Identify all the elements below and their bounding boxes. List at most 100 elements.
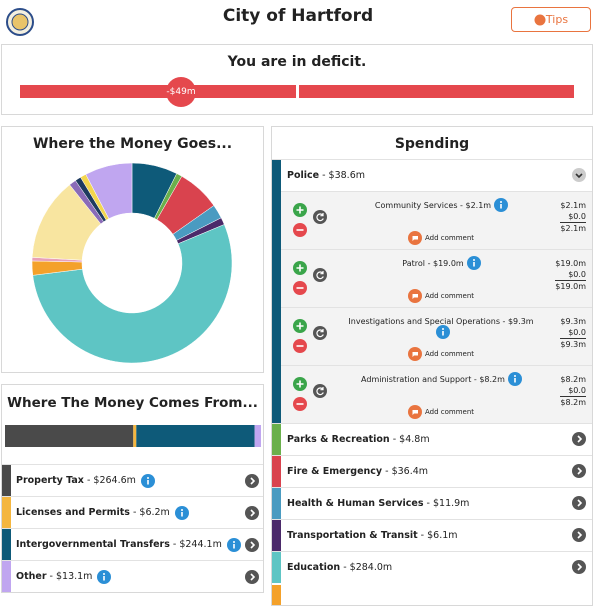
item-value: $0.0	[560, 385, 586, 397]
revenue-segment	[136, 425, 255, 447]
money-goes-title: Where the Money Goes...	[32, 136, 233, 152]
color-stripe	[2, 529, 11, 560]
info-slot	[433, 325, 450, 339]
icon-slot	[407, 405, 425, 419]
tips-label: Tips	[545, 13, 569, 26]
deficit-message: You are in deficit.	[227, 54, 367, 70]
plus-icon[interactable]	[293, 203, 307, 217]
comment-icon	[407, 231, 422, 245]
category-stripe	[272, 455, 281, 487]
add-comment[interactable]: Add comment	[341, 347, 541, 361]
add-comment[interactable]: Add comment	[341, 289, 541, 303]
icon-glyph	[411, 410, 418, 415]
item-name: Community Services - $2.1m	[374, 201, 492, 210]
category-amount: - $36.4m	[382, 466, 429, 477]
icon-glyph	[472, 259, 475, 261]
info-icon	[174, 505, 189, 520]
chevron-down-icon	[572, 168, 586, 182]
add-comment[interactable]: Add comment	[341, 405, 541, 419]
icon-bg	[572, 168, 586, 182]
reset-icon[interactable]	[313, 268, 327, 282]
minus-icon[interactable]	[293, 339, 307, 353]
icon-glyph	[250, 573, 256, 581]
tips-button[interactable]: Tips	[511, 7, 591, 32]
icon-glyph	[575, 173, 583, 179]
icon-bg	[313, 210, 327, 224]
category-row[interactable]: Police - $38.6m	[272, 159, 592, 191]
plus-icon[interactable]	[293, 319, 307, 333]
icon-bg	[572, 560, 586, 574]
category-row[interactable]: Fire & Emergency - $36.4m	[272, 455, 592, 487]
item-value: $2.1m	[560, 224, 586, 233]
plus-icon[interactable]	[293, 261, 307, 275]
category-row[interactable]: Parks & Recreation - $4.8m	[272, 423, 592, 455]
revenue-amount: - $244.1m	[169, 539, 222, 550]
item-value: $19.0m	[555, 282, 586, 291]
reset-icon[interactable]	[313, 326, 327, 340]
icon-glyph	[577, 499, 583, 507]
icon-glyph	[232, 540, 235, 543]
category-row[interactable]: Education - $284.0m	[272, 551, 592, 583]
deficit-panel: You are in deficit. -$49m	[1, 44, 593, 115]
reset-icon[interactable]	[313, 210, 327, 224]
item-text: Community Services - $2.1m	[341, 198, 541, 212]
icon-glyph	[103, 572, 106, 575]
icon-glyph	[250, 477, 256, 485]
color-stripe	[2, 465, 11, 496]
deficit-marker[interactable]: -$49m	[166, 77, 196, 107]
comment-label: Add comment	[424, 234, 475, 242]
info-slot	[226, 537, 247, 552]
deficit-bar-left	[20, 85, 296, 98]
icon-glyph	[316, 329, 324, 338]
category-amount: - $11.9m	[423, 498, 470, 509]
item-value: $0.0	[560, 327, 586, 339]
chevron-right-icon	[572, 496, 586, 510]
category-row[interactable]: Transportation & Transit - $6.1m	[272, 519, 592, 551]
minus-icon[interactable]	[293, 281, 307, 295]
revenue-row: Intergovernmental Transfers - $244.1m	[2, 528, 263, 560]
chevron-right-icon	[572, 528, 586, 542]
chevron-right-icon[interactable]	[245, 570, 259, 584]
spending-item: Patrol - $19.0m Add comment $19.0m $0.0 $19.…	[281, 249, 592, 307]
category-amount: - $38.6m	[319, 170, 365, 181]
icon-glyph	[180, 508, 183, 511]
chevron-right-icon[interactable]	[245, 474, 259, 488]
icon-bg	[572, 496, 586, 510]
color-stripe	[2, 497, 11, 528]
category-stripe	[272, 423, 281, 455]
reset-icon[interactable]	[313, 384, 327, 398]
icon-slot	[407, 347, 425, 361]
tips-icon	[534, 14, 546, 25]
minus-icon[interactable]	[293, 223, 307, 237]
category-name: Police	[287, 170, 320, 181]
info-icon	[436, 325, 450, 339]
category-amount: - $6.1m	[417, 530, 458, 541]
info-icon	[140, 473, 155, 488]
icon-slot	[407, 289, 425, 303]
icon-glyph	[296, 264, 304, 272]
add-comment[interactable]: Add comment	[341, 231, 541, 245]
revenue-segment	[5, 425, 134, 447]
icon-bg	[245, 570, 259, 584]
info-icon	[466, 256, 481, 270]
revenue-segment	[133, 425, 137, 447]
chevron-right-icon[interactable]	[245, 538, 259, 552]
category-name: Education	[287, 562, 341, 573]
icon-glyph	[316, 271, 324, 280]
icon-glyph	[296, 206, 304, 214]
minus-icon[interactable]	[293, 397, 307, 411]
chevron-right-icon[interactable]	[245, 506, 259, 520]
revenue-amount: - $264.6m	[83, 475, 136, 486]
plus-icon[interactable]	[293, 377, 307, 391]
spending-item: Investigations and Special Operations - …	[281, 307, 592, 365]
icon-glyph	[500, 204, 502, 209]
icon-glyph	[577, 467, 583, 475]
icon-glyph	[442, 328, 444, 330]
revenue-segment	[254, 425, 261, 447]
icon-glyph	[442, 331, 444, 336]
icon-glyph	[411, 236, 418, 241]
info-icon	[226, 537, 241, 552]
category-row[interactable]: Health & Human Services - $11.9m	[272, 487, 592, 519]
item-value: $8.2m	[560, 375, 586, 384]
